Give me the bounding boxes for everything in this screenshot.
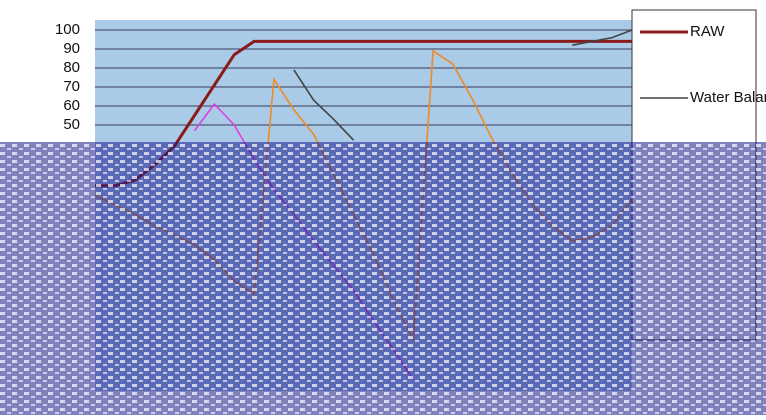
y-tick-label: 80 xyxy=(63,59,80,76)
series-line xyxy=(572,29,633,46)
y-tick-label: 90 xyxy=(63,40,80,57)
y-tick-label: 50 xyxy=(63,116,80,133)
y-tick-label: 70 xyxy=(63,78,80,95)
series-line xyxy=(95,39,632,188)
legend-label: Water Balance xyxy=(690,89,766,106)
legend-label: RAW xyxy=(690,23,725,40)
series-line xyxy=(293,69,355,141)
corruption-noise xyxy=(0,142,766,415)
y-tick-label: 60 xyxy=(63,97,80,114)
legend-entries: RAW Water Balance xyxy=(640,23,766,106)
y-axis: 50 60 70 80 90 100 xyxy=(55,21,80,133)
grid xyxy=(95,29,632,126)
y-tick-label: 100 xyxy=(55,21,80,38)
